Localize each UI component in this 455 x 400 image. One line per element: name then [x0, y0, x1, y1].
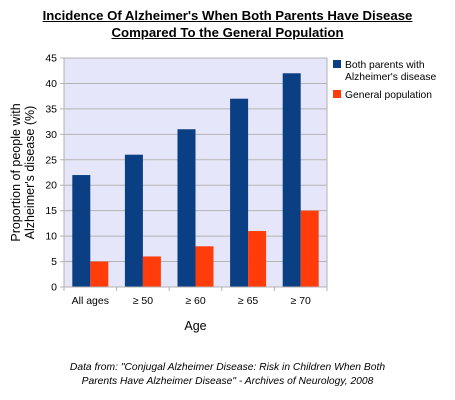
- x-tick-label: ≥ 60: [185, 295, 206, 307]
- x-tick-label: ≥ 65: [238, 295, 259, 307]
- y-axis-title-line: Proportion of people with: [9, 103, 23, 241]
- bar-both-parents: [177, 129, 196, 287]
- bar-general-population: [248, 231, 267, 287]
- legend-label-line: Alzheimer's disease: [345, 72, 437, 83]
- y-tick-label: 5: [51, 256, 57, 268]
- source-footnote-line-1: Data from: "Conjugal Alzheimer Disease: …: [69, 362, 386, 373]
- y-tick-label: 25: [45, 154, 57, 166]
- source-footnote-line-2: Parents Have Alzheimer Disease" - Archiv…: [81, 376, 374, 387]
- x-tick-label: ≥ 50: [133, 295, 154, 307]
- bar-general-population: [300, 210, 319, 287]
- bar-both-parents: [72, 175, 91, 287]
- y-axis-title-line: Alzheimer's disease (%): [23, 106, 37, 240]
- bar-both-parents: [124, 154, 143, 287]
- bar-both-parents: [282, 73, 301, 288]
- y-tick-label: 10: [45, 231, 57, 243]
- bar-general-population: [195, 246, 214, 287]
- y-tick-label: 35: [45, 103, 57, 115]
- y-tick-label: 0: [51, 282, 57, 294]
- y-tick-label: 15: [45, 205, 57, 217]
- legend-label-line: Both parents with: [345, 60, 425, 71]
- legend-label-both-parents: Both parents with Alzheimer's disease: [345, 60, 437, 83]
- chart-title-line-1: Incidence Of Alzheimer's When Both Paren…: [42, 8, 413, 23]
- legend-swatch-general-population: [333, 90, 341, 98]
- bar-general-population: [142, 256, 161, 287]
- legend-swatch-both-parents: [333, 60, 341, 68]
- y-axis-title: Proportion of people withAlzheimer's dis…: [9, 103, 37, 241]
- legend-label-general-population: General population: [345, 90, 432, 101]
- y-tick-label: 45: [45, 53, 57, 65]
- chart-title: Incidence Of Alzheimer's When Both Paren…: [0, 7, 455, 41]
- x-tick-label: ≥ 70: [291, 295, 312, 307]
- plot-border: [63, 57, 328, 288]
- chart-title-line-2: Compared To the General Population: [111, 25, 344, 40]
- x-axis-title: Age: [184, 319, 206, 333]
- x-tick-label: All ages: [72, 295, 109, 307]
- y-tick-label: 20: [45, 180, 57, 192]
- y-tick-label: 40: [45, 78, 57, 90]
- legend-label-line: General population: [345, 90, 432, 101]
- source-footnote: Data from: "Conjugal Alzheimer Disease: …: [0, 361, 455, 389]
- bar-both-parents: [230, 98, 249, 287]
- bar-general-population: [90, 261, 109, 287]
- y-tick-label: 30: [45, 129, 57, 141]
